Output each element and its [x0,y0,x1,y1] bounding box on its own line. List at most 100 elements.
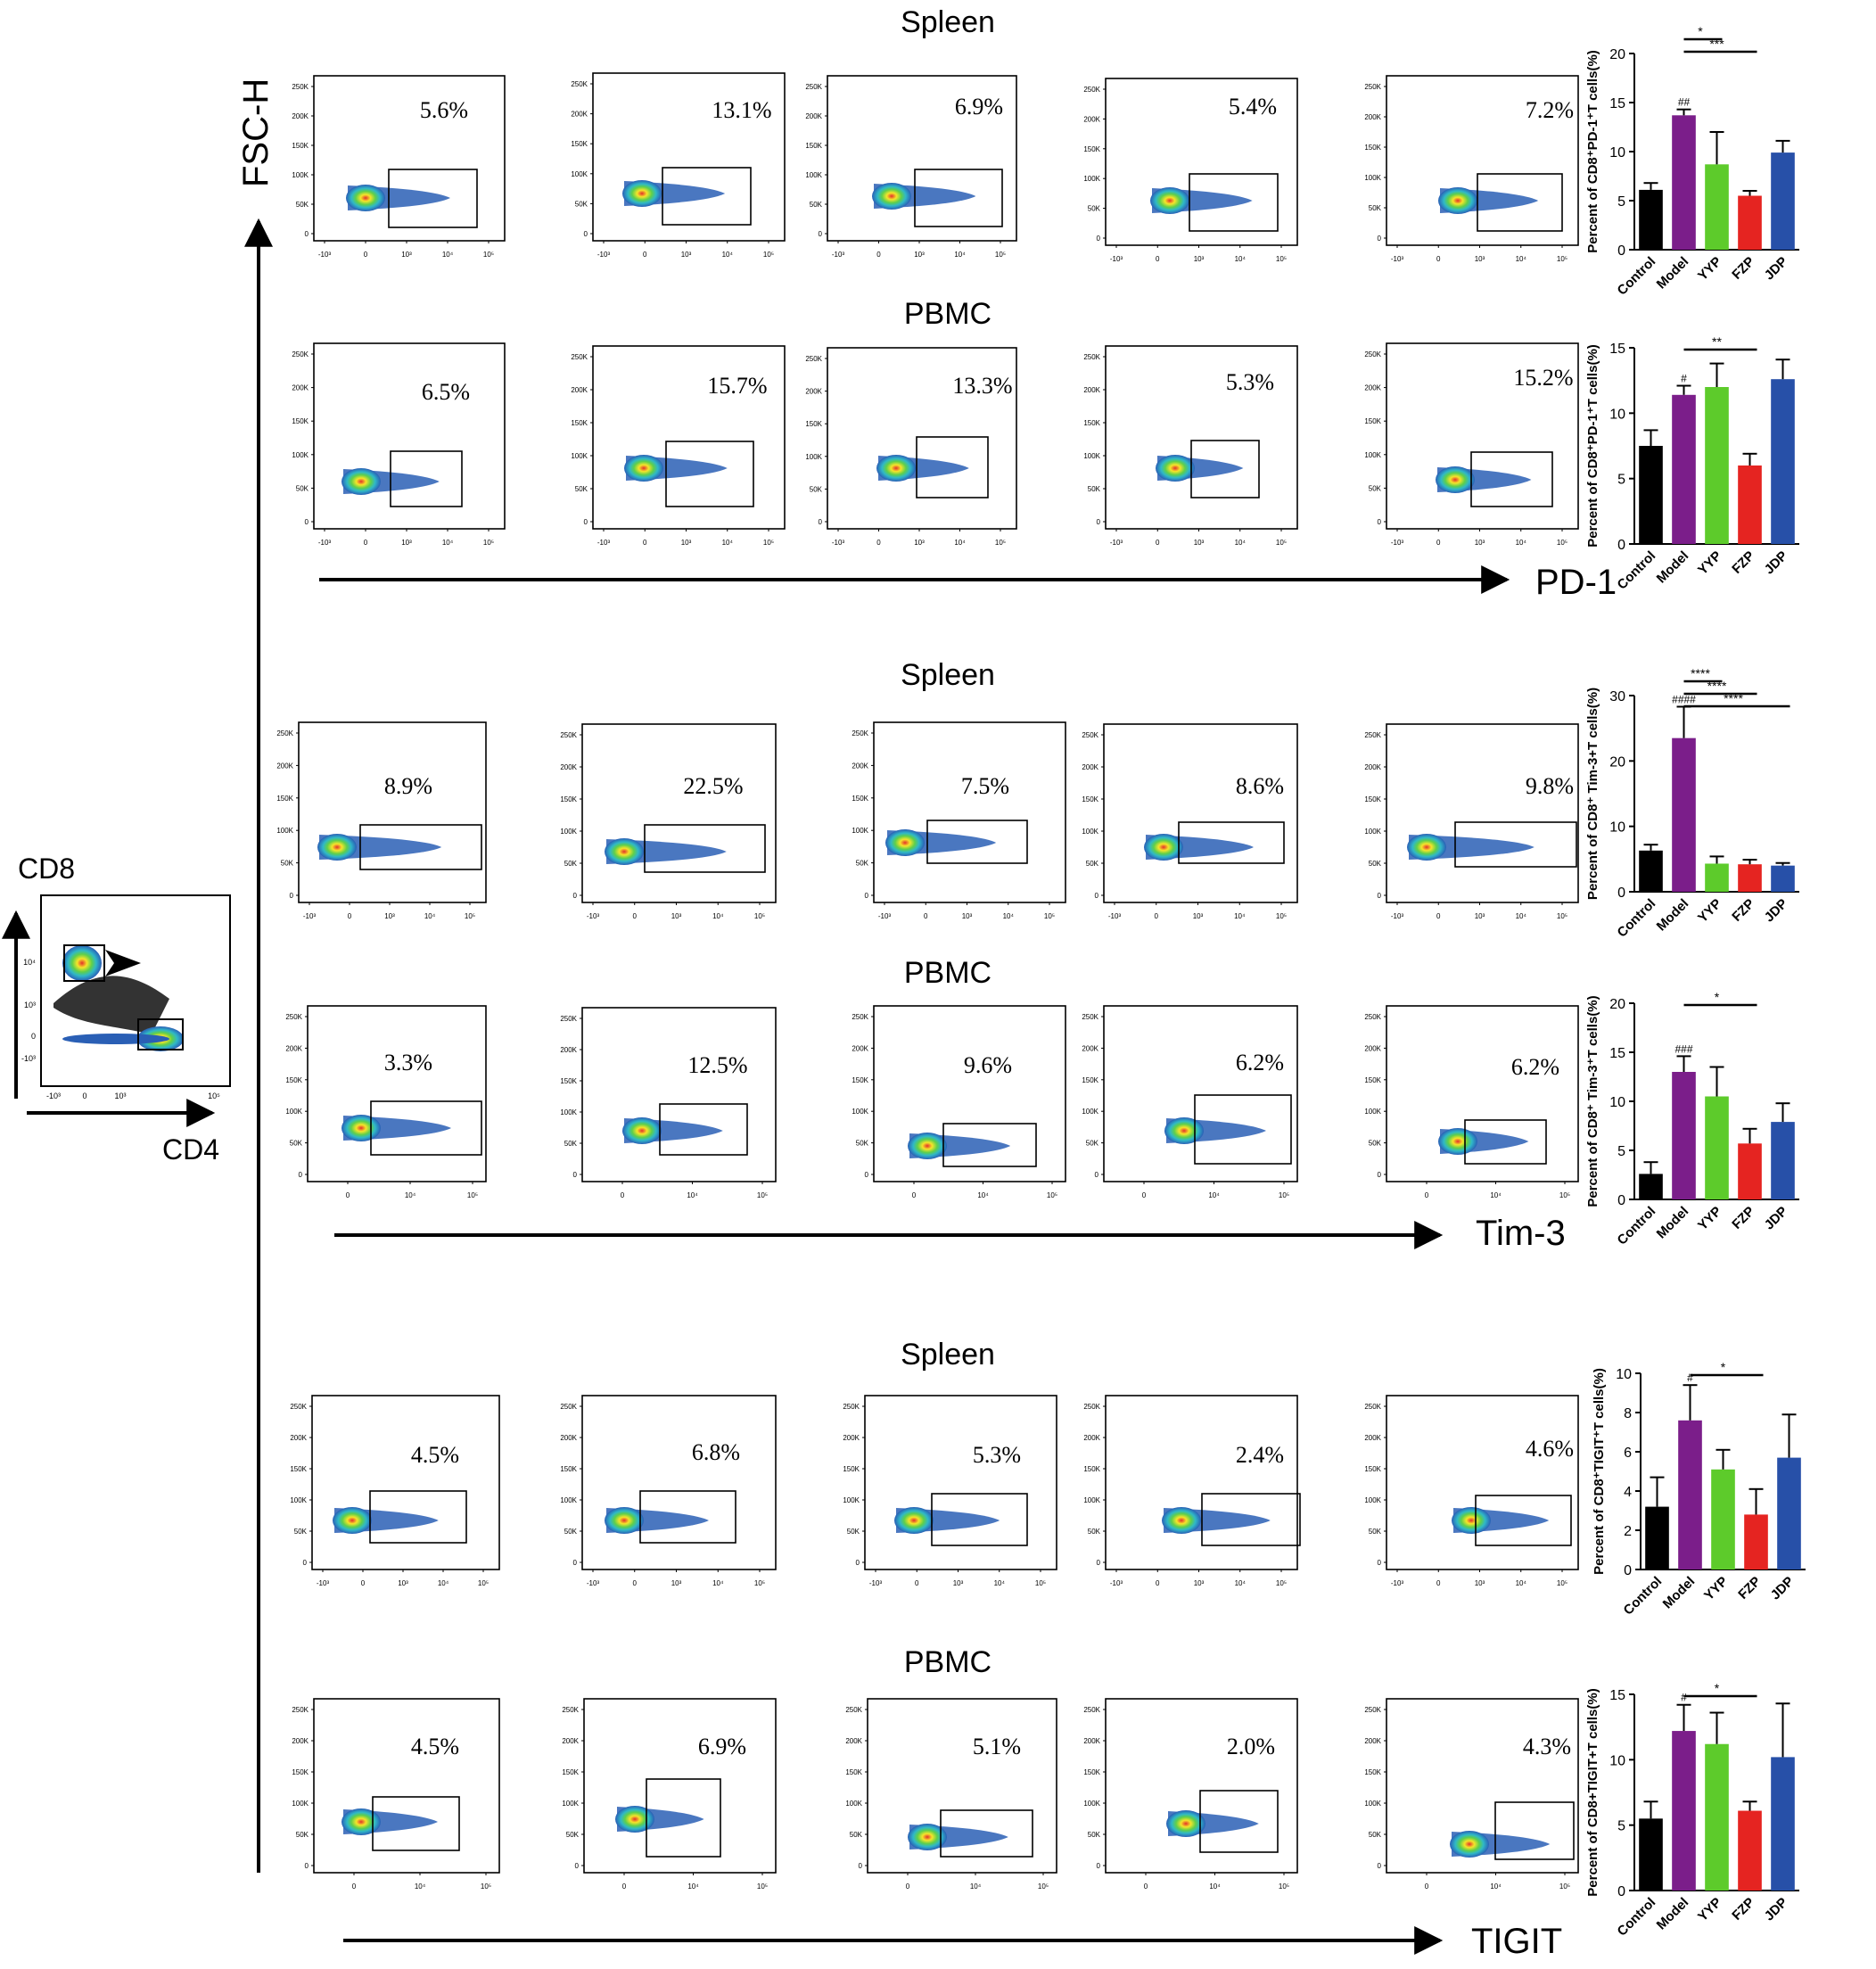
flow-y-tick-label: 50K [564,860,578,868]
flow-plot-frame [1386,1005,1579,1182]
flow-y-tick-label: 50K [1369,204,1382,212]
gate-y-tick-label: 0 [31,1032,36,1041]
bar-category-label: FZP [1729,896,1757,925]
flow-gate [1477,173,1563,232]
flow-x-tick-label: 10⁵ [1276,1579,1287,1587]
bar-yyp [1705,164,1729,250]
flow-plot-frame [827,75,1017,242]
significance-label: * [1715,990,1720,1004]
flow-panel: 250K 200K 150K 100K 50K 0 0 10⁴ 10⁵ 2.0% [1083,1698,1298,1891]
bar-category-label: Model [1654,1895,1692,1933]
bar-yyp [1705,1743,1729,1891]
flow-y-tick-label: 50K [1369,1140,1382,1148]
significance-label: *** [1709,37,1724,51]
flow-x-tick-label: 10³ [398,1579,408,1587]
gate-percent: 12.5% [687,1052,747,1078]
flow-x-tick-label: 10⁴ [1235,255,1247,263]
flow-panel: 250K 200K 150K 100K 50K 0 0 10⁴ 10⁵ 6.9% [562,1698,777,1891]
bar-category-label: FZP [1729,254,1757,283]
bar-control [1639,850,1663,892]
flow-x-tick-label: 10⁵ [995,539,1006,547]
tim3-axis-label: Tim-3 [1476,1214,1566,1253]
flow-y-tick-label: 100K [560,1496,577,1504]
flow-density-core [1162,1507,1201,1534]
flow-y-tick-label: 250K [1083,1706,1100,1714]
flow-x-tick-label: 10⁵ [483,539,494,547]
flow-y-tick-label: 0 [299,1171,303,1179]
flow-y-tick-label: 0 [573,1171,578,1179]
flow-panel: 250K 200K 150K 100K 50K 0 -10³ 0 10³ 10⁴ 10⁵ 4.6% [1364,1395,1579,1587]
flow-y-tick-label: 50K [294,1528,308,1536]
bar-model [1672,115,1696,250]
bar-jdp [1771,1122,1795,1199]
flow-gate [639,1490,736,1544]
bar-yyp [1705,1096,1729,1199]
bar-y-tick-label: 0 [1624,1563,1632,1578]
bar-fzp [1738,1143,1762,1199]
bar-category-label: YYP [1695,1895,1724,1924]
flow-y-tick-label: 100K [560,1108,577,1116]
flow-panel: 250K 200K 150K 100K 50K 0 -10³ 0 10³ 10⁴ 10⁵ 8.6% [1082,723,1298,920]
bar-category-label: JDP [1762,1895,1791,1924]
gate-percent: 9.6% [964,1052,1012,1078]
bar-y-tick-label: 4 [1624,1485,1632,1500]
gate-percent: 9.8% [1526,773,1574,799]
flow-panel: 250K 200K 150K 100K 50K 0 -10³ 0 10³ 10⁴ 10⁵ 2.4% [1083,1395,1301,1587]
bar-chart: 0 10 20 30 Percent of CD8⁺ Tim-3+T cells(%) C… [1585,666,1799,941]
flow-x-tick-label: 10⁴ [977,1191,989,1199]
flow-y-tick-label: 50K [810,201,823,209]
flow-x-tick-label: 10⁴ [722,539,734,547]
flow-x-tick-label: 0 [1425,1882,1429,1891]
significance-label: ** [1712,334,1722,349]
flow-y-tick-label: 250K [1364,350,1381,358]
flow-y-tick-label: 100K [292,451,309,459]
flow-density-core [605,838,644,865]
flow-plot-frame [311,1395,500,1570]
flow-gate [390,450,463,507]
flow-y-tick-label: 250K [292,1706,309,1714]
flow-x-tick-label: 0 [352,1882,357,1891]
flow-panel: 250K 200K 150K 100K 50K 0 -10³ 0 10³ 10⁴ 10⁵ 5.3% [1083,345,1298,547]
flow-y-tick-label: 250K [560,1015,577,1023]
flow-y-tick-label: 0 [573,1559,578,1567]
flow-x-tick-label: 10⁴ [424,912,436,920]
flow-y-tick-label: 0 [1378,1862,1382,1870]
bar-y-axis-title: Percent of CD8⁺PD-1⁺T cells(%) [1585,50,1600,253]
bar-fzp [1738,864,1762,892]
flow-y-tick-label: 150K [276,795,293,803]
cd4-label: CD4 [162,1133,219,1166]
gate-percent: 5.6% [420,97,468,123]
flow-y-tick-label: 150K [1364,144,1381,152]
flow-y-tick-label: 150K [852,1076,868,1084]
flow-y-tick-label: 50K [296,484,309,492]
flow-x-tick-label: 10⁴ [1516,912,1527,920]
flow-y-tick-label: 150K [292,417,309,425]
flow-y-tick-label: 200K [805,112,822,120]
flow-y-tick-label: 150K [1082,795,1098,803]
bar-y-tick-label: 15 [1609,342,1625,357]
flow-plot-frame [592,72,786,242]
flow-y-tick-label: 150K [560,795,577,803]
flow-density-core [1450,1831,1489,1858]
flow-x-tick-label: 0 [1436,539,1441,547]
flow-y-tick-label: 0 [1095,892,1099,900]
gate-percent: 6.8% [692,1439,740,1465]
flow-y-tick-label: 250K [852,1013,868,1021]
bar-y-tick-label: 5 [1617,1144,1625,1159]
flow-y-tick-label: 0 [1378,892,1382,900]
flow-x-tick-label: 0 [643,251,647,259]
flow-plot-frame [592,345,786,530]
flow-y-tick-label: 250K [562,1706,579,1714]
bar-control [1639,1818,1663,1891]
flow-x-tick-label: 10⁴ [994,1579,1006,1587]
flow-y-tick-label: 250K [1083,353,1100,361]
gate-percent: 13.3% [952,373,1012,399]
flow-panel: 250K 200K 150K 100K 50K 0 -10³ 0 10³ 10⁴ 10⁵ 6.9% [805,75,1017,259]
bar-chart: 0 5 10 15 20 Percent of CD8⁺PD-1⁺T cells(%) Co… [1585,24,1799,299]
flow-y-tick-label: 100K [845,1800,862,1808]
flow-gate [916,436,989,498]
flow-x-tick-label: -10³ [1391,1579,1404,1587]
flow-gate [1199,1790,1279,1853]
flow-x-tick-label: 10⁵ [995,251,1006,259]
group-title: Spleen [901,658,995,692]
